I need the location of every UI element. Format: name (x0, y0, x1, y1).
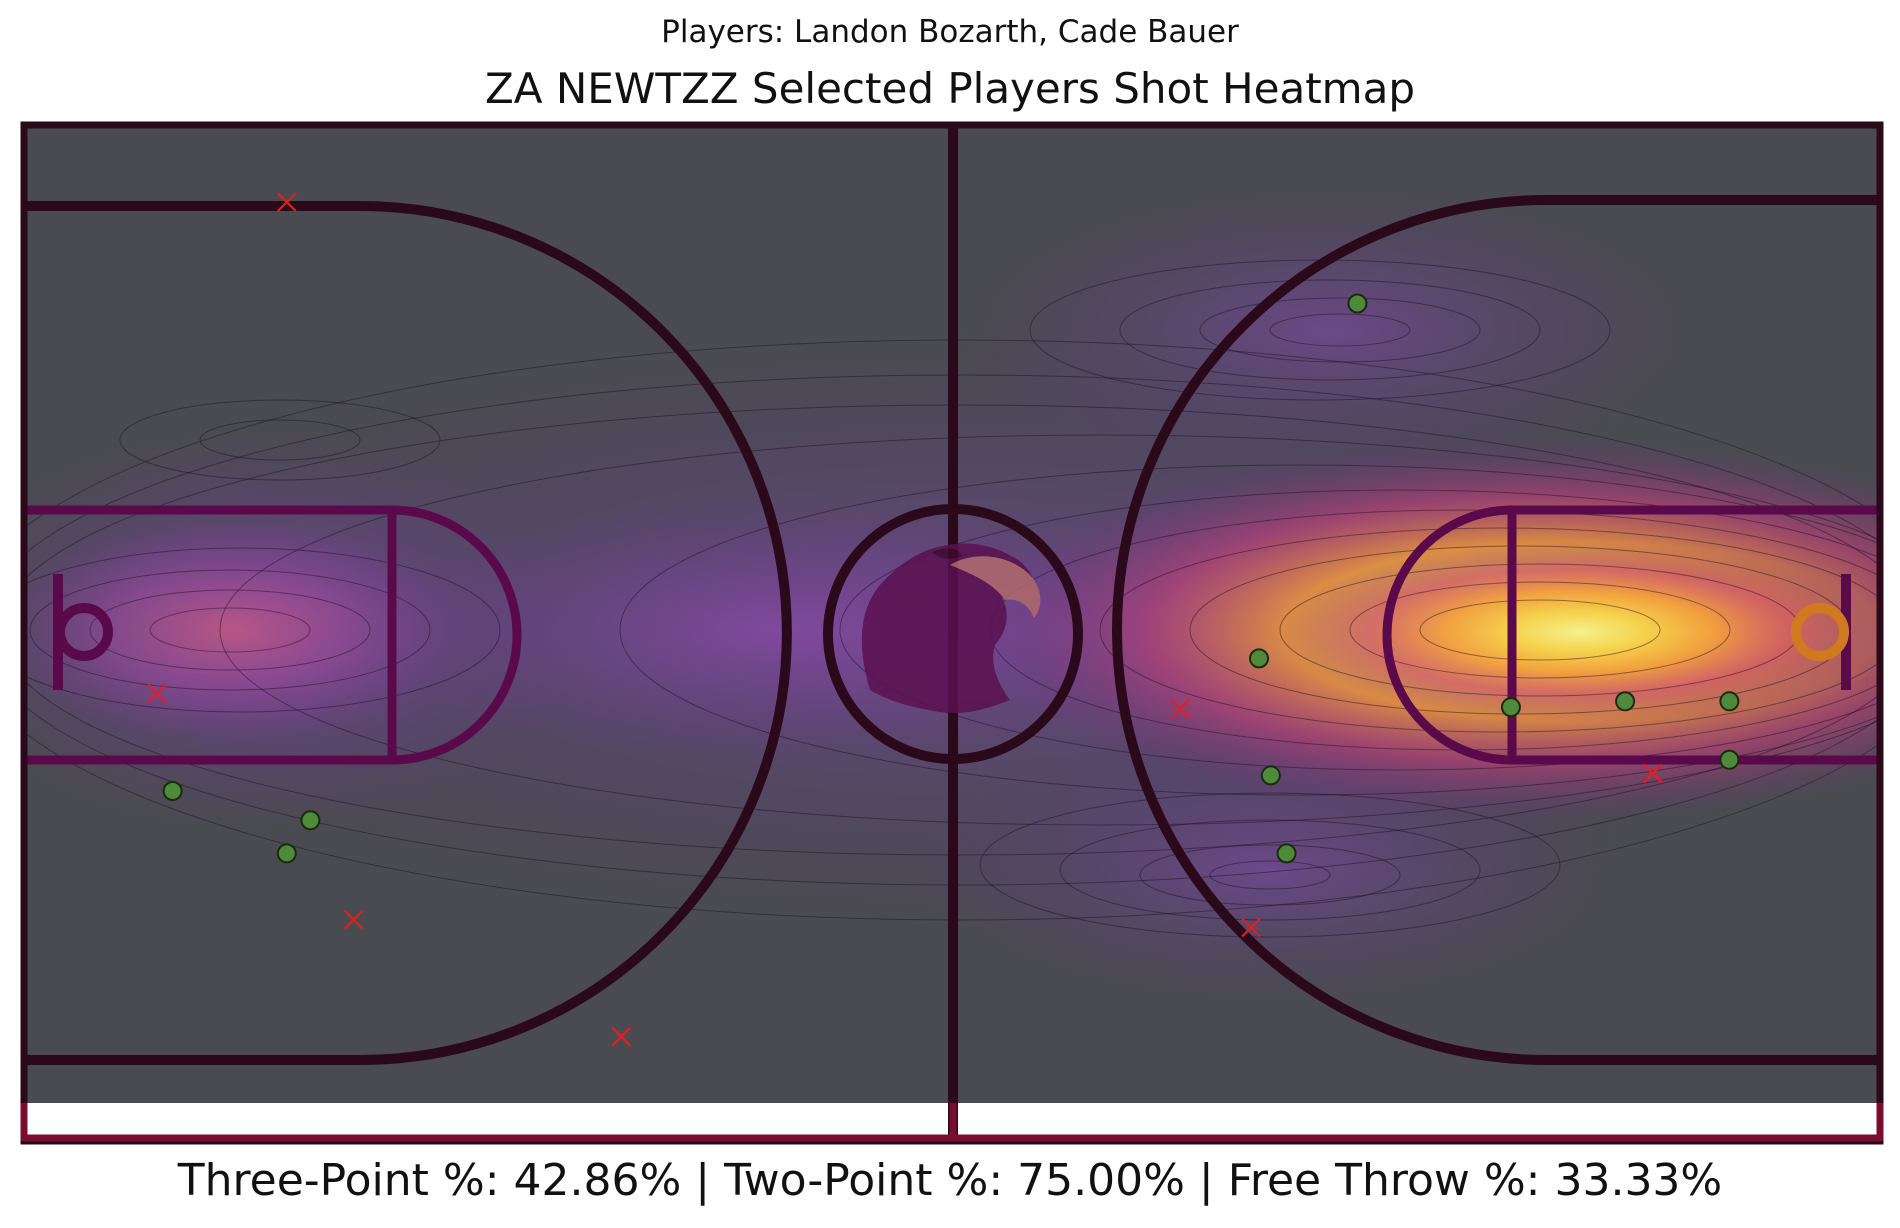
missed-shot-marker (1642, 763, 1663, 784)
made-shot-marker (1719, 749, 1740, 770)
missed-shot-marker (1241, 917, 1261, 938)
missed-shot-marker (1170, 699, 1191, 719)
made-shot-marker (300, 810, 321, 831)
chart-subtitle: Players: Landon Bozarth, Cade Bauer (661, 14, 1239, 50)
missed-shot-marker (277, 192, 297, 212)
missed-shot-marker (147, 683, 167, 704)
missed-shot-marker (611, 1026, 632, 1047)
made-shot-marker (276, 843, 297, 864)
made-shot-marker (1719, 691, 1740, 712)
right-free-throw-circle (1382, 505, 1513, 765)
made-shot-marker (1500, 697, 1521, 718)
made-shot-marker (1615, 691, 1636, 712)
shooting-percentages: Three-Point %: 42.86% | Two-Point %: 75.… (177, 1155, 1723, 1206)
court-border (20, 121, 1884, 1145)
made-shot-marker (1249, 648, 1270, 669)
left-key (27, 505, 397, 765)
left-three-point-arc (27, 201, 792, 1065)
center-circle (823, 504, 1083, 764)
missed-shot-marker (343, 909, 364, 930)
right-three-point-arc (1112, 195, 1877, 1065)
eagle-logo (861, 543, 1041, 714)
chart-title: ZA NEWTZZ Selected Players Shot Heatmap (485, 64, 1415, 113)
made-shot-marker (1347, 293, 1368, 314)
made-shot-marker (162, 781, 183, 801)
right-key (1507, 505, 1877, 765)
left-free-throw-circle (391, 505, 522, 765)
made-shot-marker (1260, 765, 1281, 786)
left-rim (55, 603, 113, 661)
shot-markers (147, 192, 1740, 1047)
made-shot-marker (1276, 843, 1297, 864)
right-rim (1791, 603, 1849, 661)
